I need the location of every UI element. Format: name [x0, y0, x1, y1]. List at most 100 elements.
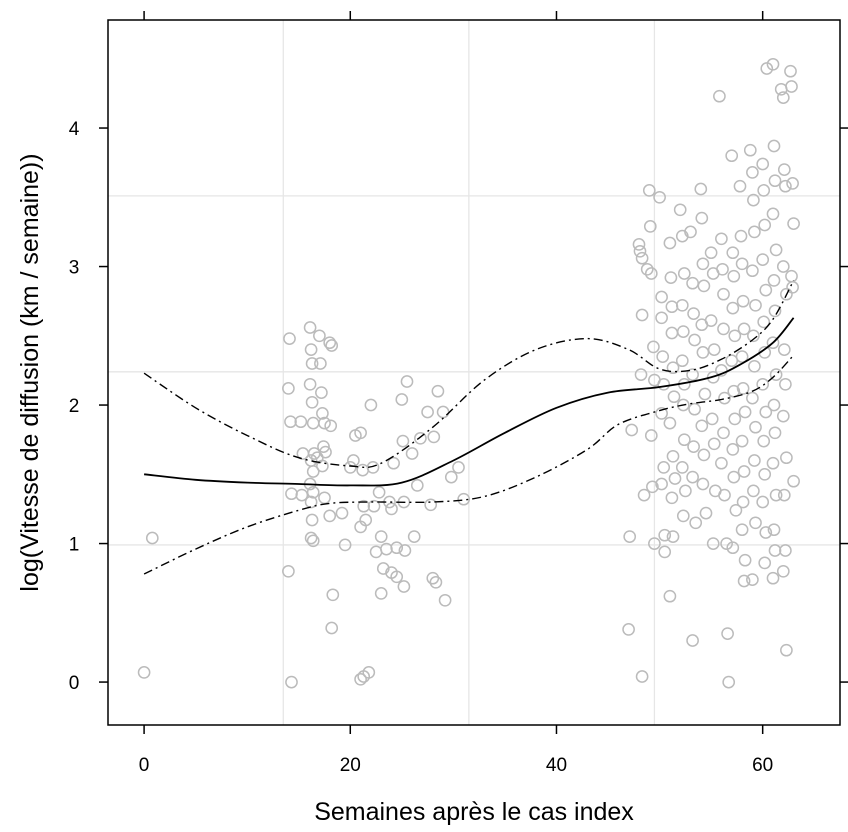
- data-point: [777, 163, 791, 176]
- axis-ticks: 0 20 40 60 0 1 2 3 4: [69, 11, 848, 776]
- data-point: [305, 395, 319, 409]
- data-point: [427, 430, 441, 444]
- data-point: [786, 280, 799, 294]
- data-point: [767, 139, 781, 153]
- data-point: [735, 523, 749, 537]
- data-point: [364, 398, 378, 412]
- x-tick-label: 60: [752, 755, 773, 776]
- data-point: [400, 375, 414, 388]
- x-tick-label: 40: [546, 755, 567, 776]
- data-point: [668, 472, 682, 485]
- data-point: [316, 407, 329, 420]
- data-point: [410, 479, 424, 492]
- data-point: [717, 426, 730, 440]
- data-point: [666, 449, 680, 463]
- data-point: [717, 287, 730, 301]
- data-point: [756, 157, 770, 171]
- data-point: [643, 220, 657, 233]
- data-point: [632, 238, 646, 251]
- data-point: [407, 530, 421, 543]
- data-point: [306, 416, 320, 430]
- data-point: [766, 336, 780, 350]
- data-point: [718, 391, 731, 405]
- fit-lines: [143, 280, 795, 575]
- data-point: [326, 588, 340, 602]
- data-point: [706, 370, 720, 384]
- data-point: [768, 544, 782, 557]
- data-point: [625, 423, 639, 437]
- data-point: [748, 359, 761, 373]
- data-point: [145, 531, 159, 545]
- data-point: [735, 257, 749, 271]
- data-point: [746, 166, 759, 179]
- data-point: [746, 391, 759, 405]
- data-point: [397, 580, 411, 593]
- data-point: [759, 526, 773, 539]
- data-point: [694, 182, 708, 196]
- data-point: [687, 307, 700, 320]
- data-point: [757, 184, 771, 197]
- data-point: [727, 470, 741, 484]
- data-point: [390, 570, 404, 584]
- data-point: [766, 207, 780, 221]
- data-point: [718, 488, 731, 502]
- data-point: [663, 416, 677, 430]
- data-point: [303, 377, 317, 391]
- data-point: [366, 461, 380, 474]
- y-tick-label: 3: [69, 258, 80, 279]
- data-point: [705, 412, 719, 426]
- data-point: [305, 513, 319, 527]
- data-point: [676, 509, 690, 523]
- data-point: [637, 488, 651, 502]
- data-point: [414, 431, 427, 445]
- data-points: [137, 57, 800, 689]
- data-point: [780, 643, 793, 657]
- data-point: [663, 589, 677, 603]
- data-point: [367, 499, 381, 513]
- data-point: [779, 179, 792, 193]
- data-point: [664, 271, 678, 284]
- data-point: [667, 390, 681, 404]
- data-point: [734, 229, 748, 243]
- data-point: [354, 672, 367, 686]
- data-point: [347, 454, 360, 467]
- data-point: [673, 203, 687, 217]
- data-point: [689, 516, 703, 530]
- data-point: [385, 502, 398, 516]
- data-point: [294, 415, 308, 429]
- data-point: [457, 492, 471, 506]
- data-point: [634, 368, 648, 381]
- x-tick-label: 20: [340, 755, 361, 776]
- data-point: [396, 434, 410, 448]
- data-point: [747, 484, 760, 498]
- data-point: [687, 440, 700, 453]
- data-point: [387, 456, 400, 470]
- data-point: [748, 454, 761, 467]
- data-point: [686, 368, 699, 381]
- data-point: [787, 217, 800, 230]
- data-point: [677, 433, 691, 447]
- x-axis-title: Semaines après le cas index: [314, 798, 634, 826]
- data-point: [758, 218, 772, 232]
- data-point: [665, 326, 679, 340]
- data-point: [317, 440, 330, 453]
- data-point: [756, 253, 770, 266]
- data-point: [767, 523, 781, 537]
- data-point: [283, 332, 296, 345]
- data-point: [696, 257, 710, 271]
- data-point: [655, 477, 668, 491]
- data-point: [686, 276, 699, 290]
- data-point: [644, 429, 658, 442]
- data-point: [306, 485, 320, 499]
- data-point: [657, 461, 671, 474]
- data-point: [655, 311, 668, 325]
- data-point: [749, 516, 762, 530]
- data-point: [769, 368, 783, 381]
- data-point: [323, 336, 337, 350]
- upper-confidence-band: [143, 280, 795, 469]
- gridlines: [108, 20, 840, 725]
- data-point: [306, 534, 320, 548]
- data-point: [313, 329, 326, 343]
- data-point: [633, 244, 647, 258]
